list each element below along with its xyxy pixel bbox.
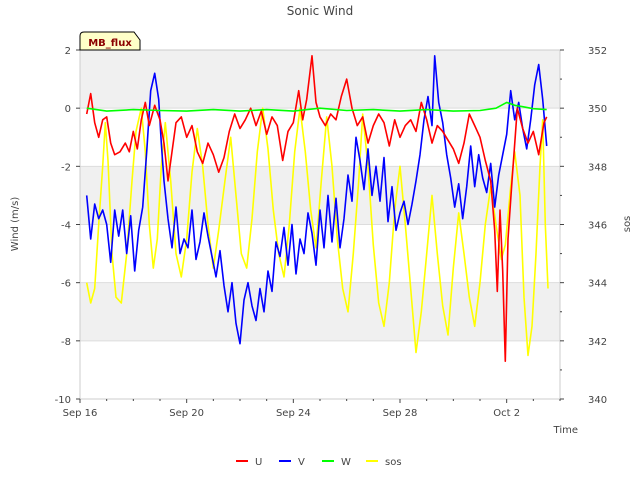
- x-tick-label: Sep 20: [169, 408, 204, 419]
- y-tick-label: -2: [61, 162, 71, 173]
- series-line-w: [86, 101, 547, 112]
- y2-tick-label: 348: [588, 162, 607, 173]
- y-tick-label: -10: [55, 395, 71, 406]
- legend-label-u: U: [255, 457, 262, 468]
- station-label-box: MB_flux: [79, 31, 141, 51]
- x-tick-label: Sep 24: [276, 408, 311, 419]
- plot-band: [80, 340, 560, 399]
- y-tick-label: -6: [61, 279, 71, 290]
- station-label: MB_flux: [88, 38, 132, 49]
- plot-band: [80, 224, 560, 283]
- plot-bands: [80, 50, 560, 399]
- y2-axis: 352 350 348 346 344 342 340: [560, 46, 607, 406]
- series-lines: [85, 54, 549, 363]
- series-line-sos: [85, 107, 549, 357]
- legend-label-w: W: [341, 457, 351, 468]
- y-axis-label: Wind (m/s): [10, 197, 21, 252]
- x-tick-label: Sep 16: [63, 408, 98, 419]
- y2-tick-label: 352: [588, 46, 607, 57]
- y2-axis-label: sos: [622, 216, 633, 233]
- legend-label-sos: sos: [385, 457, 402, 468]
- series-line-u: [85, 54, 548, 363]
- y2-tick-label: 346: [588, 221, 607, 232]
- y2-tick-label: 344: [588, 279, 607, 290]
- y-tick-label: 2: [65, 46, 71, 57]
- x-axis-label: Time: [553, 425, 578, 436]
- y-axis: 2 0 -2 -4 -6 -8 -10: [55, 46, 80, 406]
- y-tick-label: -4: [61, 221, 71, 232]
- y2-tick-label: 342: [588, 337, 607, 348]
- x-tick-label: Oct 2: [493, 408, 520, 419]
- x-axis: Sep 16 Sep 20 Sep 24 Sep 28 Oct 2: [63, 399, 561, 419]
- plot-band: [80, 50, 560, 109]
- chart-title: Sonic Wind: [287, 4, 353, 18]
- y-tick-label: -8: [61, 337, 71, 348]
- y2-tick-label: 350: [588, 104, 607, 115]
- y-tick-label: 0: [65, 104, 71, 115]
- x-tick-label: Sep 28: [383, 408, 418, 419]
- series-line-v: [85, 54, 548, 345]
- y2-tick-label: 340: [588, 395, 607, 406]
- legend-label-v: V: [298, 457, 305, 468]
- plot-band: [80, 282, 560, 341]
